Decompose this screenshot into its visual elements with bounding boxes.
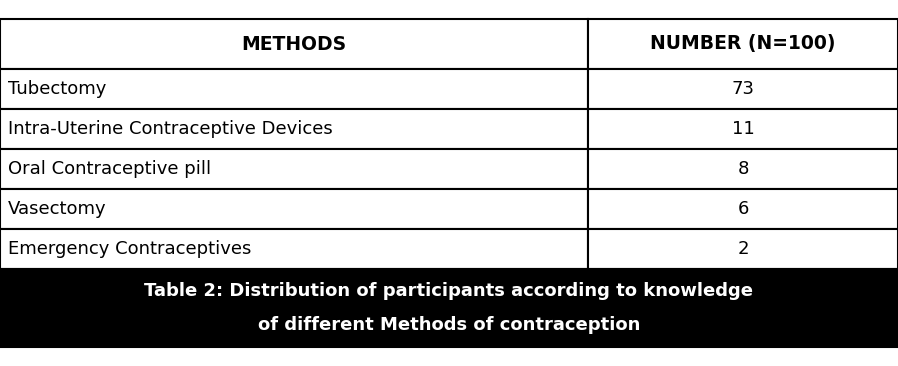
Bar	[588, 149, 898, 189]
Text: of different Methods of contraception: of different Methods of contraception	[258, 316, 640, 334]
Bar	[0, 69, 588, 109]
Bar	[0, 109, 588, 149]
Bar	[0, 269, 898, 347]
Text: Oral Contraceptive pill: Oral Contraceptive pill	[8, 160, 211, 178]
Text: 11: 11	[732, 120, 754, 138]
Bar	[588, 189, 898, 229]
Text: 8: 8	[737, 160, 749, 178]
Bar	[0, 19, 588, 69]
Bar	[0, 229, 588, 269]
Text: Intra-Uterine Contraceptive Devices: Intra-Uterine Contraceptive Devices	[8, 120, 333, 138]
Bar	[588, 69, 898, 109]
Text: NUMBER (N=100): NUMBER (N=100)	[650, 34, 836, 53]
Bar	[588, 229, 898, 269]
Bar	[0, 149, 588, 189]
Text: Vasectomy: Vasectomy	[8, 200, 107, 218]
Text: METHODS: METHODS	[242, 34, 347, 53]
Bar	[0, 189, 588, 229]
Text: Tubectomy: Tubectomy	[8, 80, 106, 98]
Text: 6: 6	[737, 200, 749, 218]
Bar	[588, 19, 898, 69]
Text: 73: 73	[732, 80, 754, 98]
Text: Emergency Contraceptives: Emergency Contraceptives	[8, 240, 251, 258]
Bar	[588, 109, 898, 149]
Text: Table 2: Distribution of participants according to knowledge: Table 2: Distribution of participants ac…	[145, 282, 753, 300]
Text: 2: 2	[737, 240, 749, 258]
